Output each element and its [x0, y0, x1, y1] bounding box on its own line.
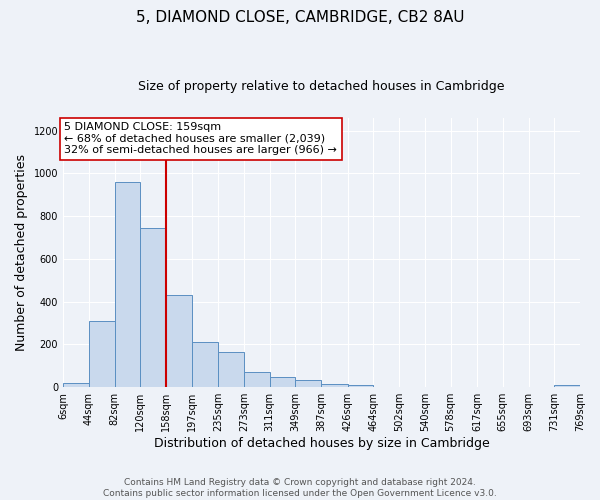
- X-axis label: Distribution of detached houses by size in Cambridge: Distribution of detached houses by size …: [154, 437, 490, 450]
- Bar: [269, 377, 295, 387]
- Text: Contains HM Land Registry data © Crown copyright and database right 2024.
Contai: Contains HM Land Registry data © Crown c…: [103, 478, 497, 498]
- Y-axis label: Number of detached properties: Number of detached properties: [15, 154, 28, 351]
- Bar: [373, 386, 399, 387]
- Bar: [166, 296, 193, 387]
- Bar: [193, 342, 218, 387]
- Bar: [347, 386, 373, 387]
- Title: Size of property relative to detached houses in Cambridge: Size of property relative to detached ho…: [138, 80, 505, 93]
- Bar: [89, 321, 115, 387]
- Bar: [140, 228, 166, 387]
- Bar: [321, 384, 347, 387]
- Bar: [218, 352, 244, 387]
- Bar: [554, 385, 580, 387]
- Bar: [295, 380, 321, 387]
- Text: 5 DIAMOND CLOSE: 159sqm
← 68% of detached houses are smaller (2,039)
32% of semi: 5 DIAMOND CLOSE: 159sqm ← 68% of detache…: [64, 122, 337, 156]
- Bar: [63, 383, 89, 387]
- Text: 5, DIAMOND CLOSE, CAMBRIDGE, CB2 8AU: 5, DIAMOND CLOSE, CAMBRIDGE, CB2 8AU: [136, 10, 464, 25]
- Bar: [244, 372, 269, 387]
- Bar: [115, 182, 140, 387]
